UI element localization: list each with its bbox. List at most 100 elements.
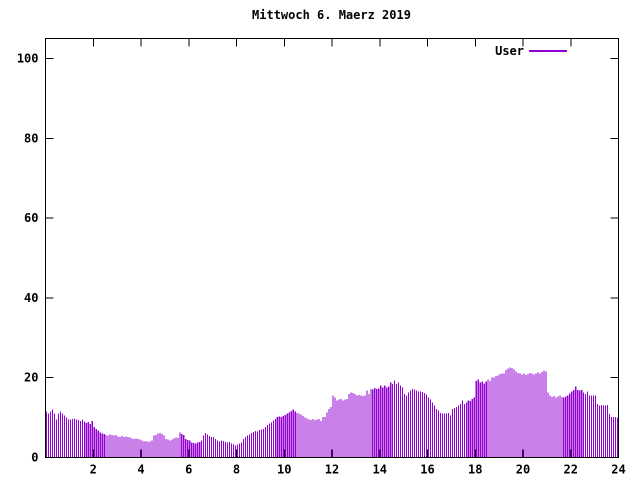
bar bbox=[583, 392, 585, 457]
bar bbox=[217, 440, 219, 457]
bar bbox=[459, 404, 461, 457]
bar bbox=[147, 441, 149, 457]
bar bbox=[545, 371, 547, 457]
bar bbox=[57, 413, 59, 457]
legend-label: User bbox=[495, 44, 524, 58]
bar bbox=[517, 372, 519, 457]
bar bbox=[228, 441, 231, 457]
bar bbox=[469, 401, 471, 457]
bar bbox=[77, 419, 79, 457]
bar bbox=[145, 441, 147, 457]
bar bbox=[199, 441, 201, 457]
bar bbox=[197, 442, 199, 457]
bar bbox=[587, 391, 589, 457]
bar bbox=[525, 374, 527, 457]
bar bbox=[575, 386, 577, 457]
bar bbox=[501, 373, 503, 457]
bar bbox=[378, 388, 380, 457]
x-tick-label: 22 bbox=[564, 463, 578, 477]
bar bbox=[215, 438, 217, 457]
bar bbox=[91, 420, 93, 457]
bar bbox=[340, 398, 342, 457]
bar bbox=[123, 437, 125, 457]
bar bbox=[573, 390, 575, 457]
bar bbox=[402, 387, 404, 457]
bar bbox=[529, 372, 531, 457]
x-tick-label: 2 bbox=[90, 463, 97, 477]
bar bbox=[605, 405, 607, 457]
bar bbox=[63, 415, 65, 457]
bar bbox=[117, 436, 119, 457]
bar bbox=[362, 396, 364, 457]
bar bbox=[131, 438, 133, 457]
bar bbox=[593, 395, 595, 457]
bar bbox=[569, 393, 571, 457]
bar bbox=[511, 368, 513, 457]
bar bbox=[221, 440, 223, 457]
bar bbox=[193, 443, 195, 457]
bar bbox=[67, 419, 69, 457]
bar bbox=[441, 413, 443, 457]
bar bbox=[189, 440, 191, 457]
x-tick-label: 16 bbox=[420, 463, 434, 477]
bar bbox=[286, 413, 288, 457]
y-tick-label: 0 bbox=[31, 451, 38, 465]
bar bbox=[394, 380, 396, 457]
bar bbox=[447, 413, 449, 457]
bar bbox=[571, 391, 573, 457]
bar bbox=[599, 405, 601, 457]
bar bbox=[324, 417, 326, 457]
bar bbox=[49, 411, 52, 457]
bar bbox=[408, 392, 410, 457]
bar bbox=[398, 382, 400, 457]
bar bbox=[338, 399, 340, 457]
bar bbox=[163, 435, 165, 457]
bar bbox=[396, 384, 398, 457]
bar bbox=[366, 390, 368, 457]
bar bbox=[280, 417, 282, 457]
bar bbox=[489, 380, 491, 457]
bar bbox=[418, 391, 420, 457]
bar bbox=[433, 405, 436, 457]
bar bbox=[374, 388, 376, 457]
bar bbox=[254, 430, 256, 457]
bar bbox=[614, 417, 617, 457]
bar bbox=[205, 433, 207, 457]
bar bbox=[125, 436, 127, 457]
bar bbox=[607, 405, 609, 457]
bar bbox=[370, 388, 372, 457]
bar bbox=[308, 419, 310, 457]
bar bbox=[376, 388, 378, 457]
bar bbox=[167, 439, 169, 457]
bar bbox=[388, 386, 390, 457]
bar bbox=[487, 379, 489, 457]
bar bbox=[79, 420, 81, 457]
bar bbox=[437, 410, 439, 457]
bar bbox=[236, 444, 239, 457]
bar bbox=[312, 419, 314, 457]
bar bbox=[382, 387, 384, 457]
y-tick-label: 60 bbox=[24, 211, 38, 225]
bar bbox=[372, 389, 374, 457]
bar bbox=[302, 416, 304, 457]
bar bbox=[547, 392, 549, 457]
bar bbox=[612, 417, 615, 457]
bar bbox=[85, 422, 87, 457]
bar bbox=[119, 436, 121, 457]
bar bbox=[262, 428, 264, 457]
bar bbox=[51, 409, 54, 457]
bar bbox=[133, 438, 135, 457]
bar bbox=[201, 440, 203, 457]
bar bbox=[412, 388, 414, 457]
bar bbox=[553, 396, 555, 457]
bar bbox=[187, 439, 189, 457]
bar bbox=[211, 436, 213, 457]
bar bbox=[360, 395, 362, 457]
bar bbox=[326, 412, 328, 457]
bars bbox=[45, 367, 619, 457]
bar bbox=[591, 395, 593, 457]
bar bbox=[577, 390, 579, 457]
bar bbox=[266, 425, 268, 457]
bar bbox=[423, 392, 426, 457]
